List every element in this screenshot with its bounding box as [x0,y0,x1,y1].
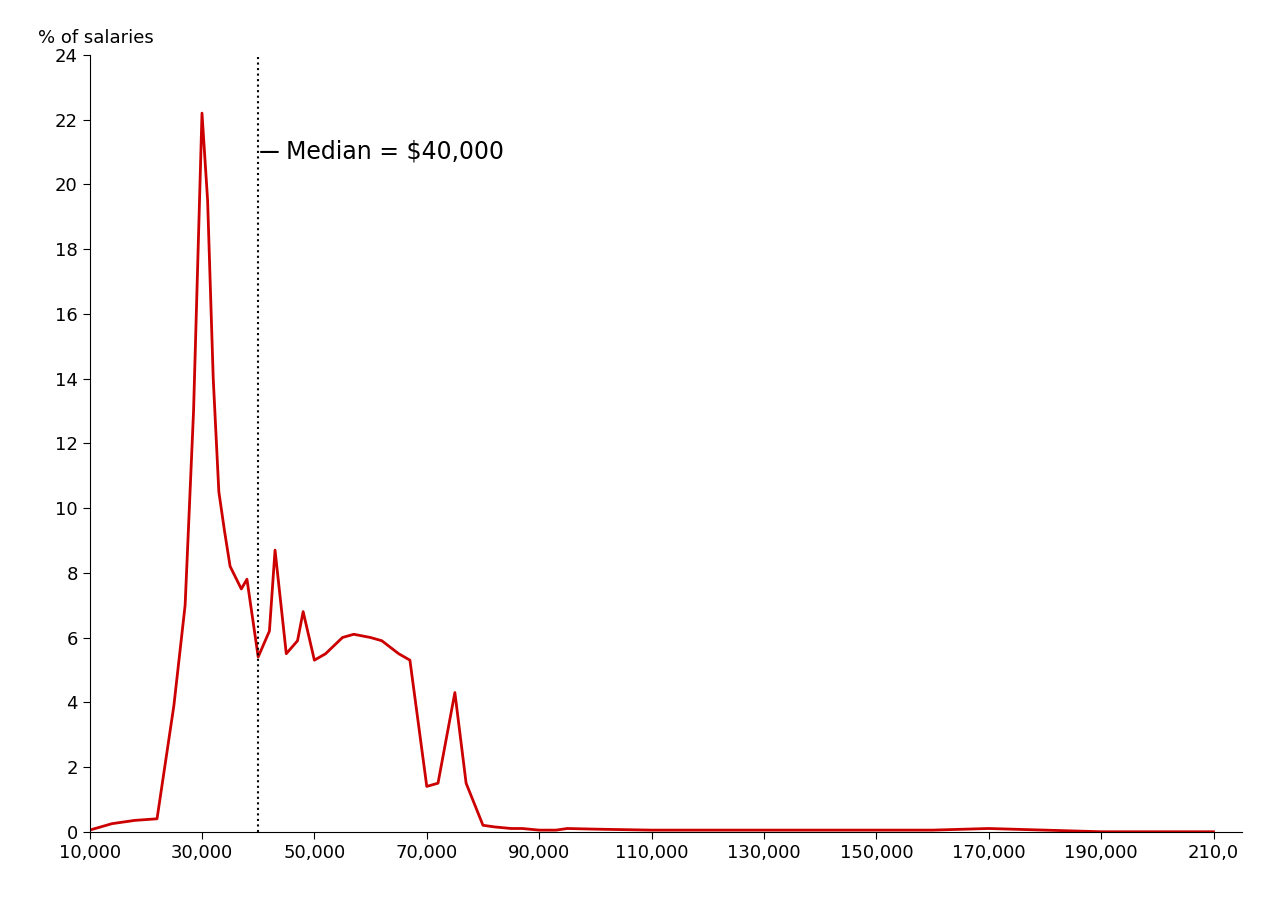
Text: % of salaries: % of salaries [38,29,154,48]
Text: Median = $40,000: Median = $40,000 [287,140,504,164]
